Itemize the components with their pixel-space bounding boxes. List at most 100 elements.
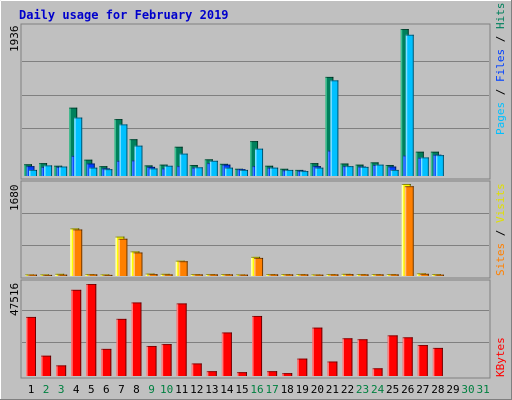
bar-pages-day-26 — [405, 34, 414, 176]
bar-pages-day-19-edge — [300, 171, 309, 173]
bar-visits-day-7-highlight — [115, 236, 117, 276]
bar-files-day-5-edge — [86, 163, 95, 165]
bar-files-day-4-highlight — [71, 155, 74, 176]
bar-pages-day-8-body — [134, 145, 143, 176]
bar-pages-day-17 — [270, 167, 279, 176]
bar-hits-day-14-edge — [219, 163, 228, 165]
bar-pages-day-23-edge — [360, 166, 369, 168]
bar-sites-day-16-body — [254, 257, 264, 276]
bar-visits-day-8-highlight — [130, 251, 132, 276]
bar-kbytes-day-16-edge — [252, 315, 263, 317]
bar-pages-day-18-body — [285, 169, 294, 176]
bar-pages-day-6-body — [104, 169, 113, 176]
legend-sep: / — [494, 82, 507, 102]
bar-pages-day-6 — [104, 169, 113, 176]
bar-sites-day-8-shadow — [141, 252, 143, 276]
bar-kbytes-day-22-body — [342, 338, 353, 376]
bar-pages-day-2-edge — [44, 165, 53, 167]
bar-sites-day-19-edge — [299, 274, 309, 276]
bar-sites-day-5-shadow — [96, 274, 98, 276]
bar-files-day-14-edge — [222, 164, 231, 166]
legend-sep: / — [494, 29, 507, 49]
bar-sites-day-19-highlight — [299, 274, 301, 276]
bar-pages-day-26-edge — [405, 34, 414, 36]
panel-kbytes-max-label: 47516 — [8, 283, 21, 316]
bar-sites-day-26-edge — [404, 186, 414, 188]
bar-sites-day-19-shadow — [307, 274, 309, 276]
bar-kbytes-day-26-body — [402, 337, 413, 376]
bar-sites-day-25-shadow — [397, 274, 399, 276]
bar-pages-day-16-highlight — [255, 148, 257, 176]
bar-kbytes-day-10-shadow — [170, 344, 172, 376]
day-label-19: 19 — [296, 383, 309, 396]
bar-kbytes-day-23-body — [357, 339, 368, 376]
day-label-27: 27 — [416, 383, 429, 396]
bar-sites-day-1-highlight — [28, 274, 30, 276]
bar-kbytes-day-20-body — [312, 327, 323, 376]
bar-pages-day-11-edge — [179, 153, 188, 155]
day-label-2: 2 — [43, 383, 50, 396]
bar-sites-day-23-edge — [359, 274, 369, 276]
bar-sites-day-19 — [299, 274, 309, 276]
bar-hits-day-26-body — [400, 29, 409, 176]
day-label-11: 11 — [175, 383, 188, 396]
bar-kbytes-day-1-body — [26, 316, 36, 376]
bar-hits-day-6-edge — [99, 166, 108, 168]
bar-kbytes-day-25-body — [387, 335, 398, 376]
bar-sites-day-14 — [223, 274, 233, 276]
bar-kbytes-day-26-shadow — [411, 337, 413, 376]
bar-hits-day-4-body — [69, 107, 78, 176]
bar-kbytes-day-23-edge — [357, 339, 368, 341]
bar-pages-day-4-highlight — [74, 117, 76, 176]
bar-sites-day-21-edge — [329, 274, 339, 276]
bar-hits-day-20-edge — [310, 163, 319, 165]
bar-kbytes-day-21-body — [327, 361, 338, 376]
bar-sites-day-17-shadow — [277, 274, 279, 276]
bar-kbytes-day-15-highlight — [236, 372, 239, 376]
bar-sites-day-18-highlight — [284, 274, 286, 276]
bar-kbytes-day-5-body — [86, 284, 97, 376]
bar-kbytes-day-8-highlight — [131, 302, 133, 376]
bar-pages-day-26-highlight — [405, 34, 408, 176]
bar-sites-day-11-body — [178, 261, 188, 276]
bar-hits-day-17-highlight — [265, 165, 267, 176]
bar-sites-day-15-edge — [238, 274, 248, 276]
bar-sites-day-10-body — [163, 274, 173, 276]
bar-kbytes-day-5-edge — [86, 284, 97, 285]
day-label-1: 1 — [28, 383, 35, 396]
bar-pages-day-5-highlight — [89, 167, 91, 176]
bar-kbytes-day-15 — [236, 372, 247, 376]
bar-sites-day-4 — [73, 229, 83, 276]
bar-sites-day-20 — [314, 274, 324, 276]
bar-visits-day-8-edge — [130, 251, 140, 253]
bar-kbytes-day-12-edge — [191, 363, 202, 365]
bar-sites-day-12-highlight — [193, 274, 196, 276]
bar-visits-day-16-highlight — [251, 256, 253, 276]
bar-kbytes-day-27-highlight — [417, 345, 420, 376]
bar-sites-day-17 — [269, 274, 279, 276]
bar-kbytes-day-18 — [282, 373, 293, 376]
bar-sites-day-11-shadow — [186, 261, 188, 276]
bar-files-day-21-highlight — [327, 150, 330, 176]
bar-pages-day-16-shadow — [262, 148, 264, 176]
bar-kbytes-day-8 — [131, 302, 142, 376]
bar-sites-day-21-highlight — [329, 274, 331, 276]
bar-kbytes-day-11-body — [176, 303, 187, 376]
bar-hits-day-6-highlight — [99, 166, 101, 176]
bar-kbytes-day-5-shadow — [95, 284, 97, 376]
bar-kbytes-day-7-shadow — [125, 318, 127, 376]
bar-sites-day-3-body — [58, 274, 68, 276]
bar-hits-day-2-edge — [39, 163, 48, 165]
bar-kbytes-day-20-highlight — [312, 327, 314, 376]
bar-hits-day-9-edge — [144, 165, 153, 167]
bar-files-day-9-highlight — [147, 166, 149, 176]
bar-pages-day-24-highlight — [375, 164, 378, 176]
bar-kbytes-day-1-shadow — [35, 316, 36, 376]
bar-kbytes-day-27-body — [417, 345, 428, 376]
bar-sites-day-23-body — [359, 274, 369, 276]
day-label-28: 28 — [431, 383, 444, 396]
bar-pages-day-28 — [435, 155, 444, 176]
bar-kbytes-day-25-edge — [387, 335, 398, 337]
bar-sites-day-24-highlight — [374, 274, 377, 276]
bar-pages-day-25 — [390, 169, 399, 176]
